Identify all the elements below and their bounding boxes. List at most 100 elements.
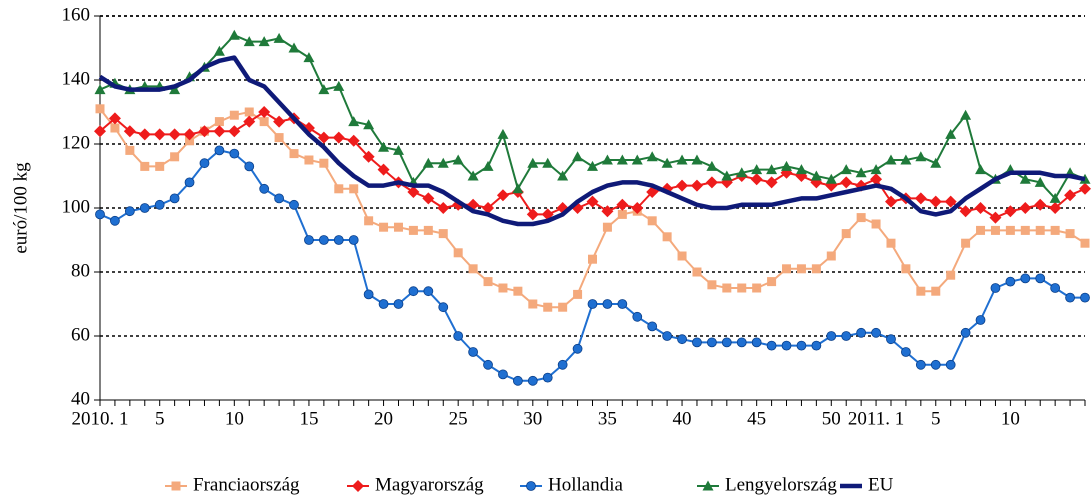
marker [125,145,135,155]
marker [423,286,434,297]
marker [871,219,881,229]
marker [871,327,881,338]
marker [1034,176,1046,187]
marker [1065,292,1075,303]
marker [95,104,105,114]
marker [900,154,912,165]
marker [453,331,464,341]
x-tick-label: 30 [523,408,542,429]
marker [378,141,390,152]
marker [557,359,568,370]
marker [856,213,866,223]
marker [407,186,420,198]
marker [110,123,120,133]
y-axis-label: euró/100 kg [10,162,31,254]
marker [989,211,1002,224]
marker [572,151,584,162]
marker [184,177,195,188]
marker [496,189,509,202]
marker [884,195,897,208]
marker [452,154,464,165]
x-tick-label: 10 [1001,408,1020,429]
marker [601,205,614,218]
marker [318,84,330,95]
marker [722,283,732,293]
marker [95,209,105,220]
marker [781,160,793,171]
marker [1035,225,1045,235]
marker [676,179,689,192]
marker [558,302,568,312]
marker [706,337,717,348]
marker [497,128,509,139]
marker [810,170,822,181]
marker [781,340,792,351]
marker [1049,192,1061,203]
marker [960,109,972,120]
marker [94,84,106,95]
marker [408,286,419,297]
y-tick-label: 100 [62,196,91,217]
marker [438,302,449,313]
marker [631,202,644,214]
marker [841,331,852,341]
marker [1034,198,1047,211]
marker [258,106,271,118]
marker [796,340,807,351]
marker [229,148,240,159]
marker [303,52,315,63]
marker [243,115,256,128]
marker [393,299,404,309]
marker [273,32,285,43]
marker [557,170,569,181]
marker [961,238,971,248]
marker [721,170,733,181]
marker [811,264,821,274]
marker [437,202,450,214]
marker [528,299,538,309]
marker [185,136,195,146]
marker [526,208,539,221]
marker [677,251,687,261]
marker [796,264,806,274]
marker [1035,273,1046,284]
marker [944,195,957,208]
marker [363,289,374,300]
marker [976,225,986,235]
marker [841,229,851,239]
marker [1005,276,1016,287]
marker [154,199,165,210]
marker [498,369,508,380]
marker [348,116,360,127]
marker [811,340,822,351]
marker [826,331,837,341]
marker [795,164,807,175]
marker [573,289,583,299]
marker [1050,225,1060,235]
marker [901,347,911,357]
marker [647,321,658,332]
marker [138,128,151,141]
marker [527,157,539,168]
marker [1019,202,1032,214]
x-tick-label: 5 [155,408,165,429]
marker [273,115,286,128]
x-tick-label: 40 [673,408,692,429]
y-tick-label: 160 [62,4,91,25]
marker [870,164,882,175]
marker [616,198,629,211]
y-tick-label: 80 [71,260,90,281]
legend-marker [702,480,714,491]
marker [422,192,435,205]
marker [94,125,106,138]
marker [662,331,673,341]
marker [1080,238,1090,248]
marker [289,149,299,159]
marker [318,235,329,245]
marker [258,36,270,47]
marker [886,238,896,248]
marker [662,232,672,242]
marker [123,125,136,138]
marker [244,161,255,172]
